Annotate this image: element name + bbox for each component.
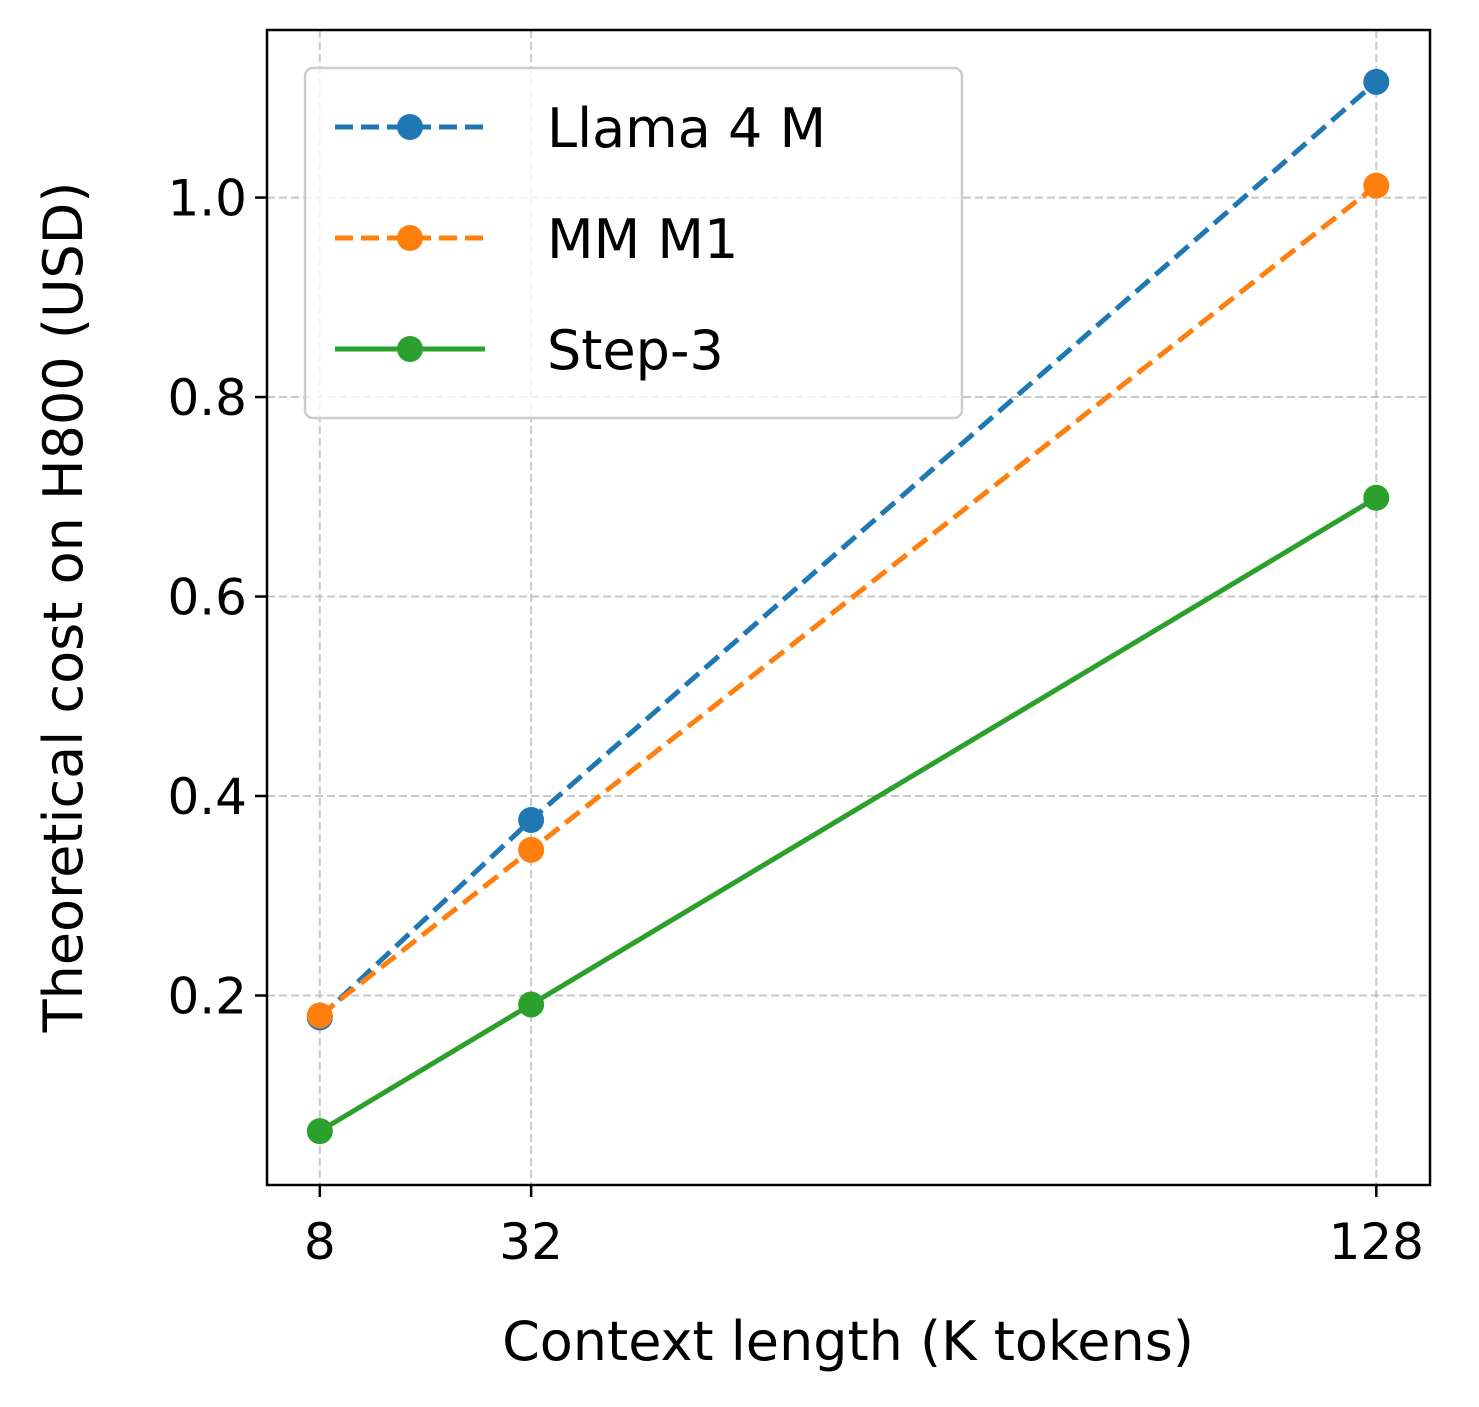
data-point: [1363, 172, 1390, 199]
data-point: [1363, 484, 1390, 511]
y-axis-label: Theoretical cost on H800 (USD): [32, 182, 95, 1034]
x-tick-label: 128: [1329, 1213, 1424, 1271]
series-step-3: [306, 484, 1390, 1145]
data-point: [518, 806, 545, 833]
x-tick-label: 8: [304, 1213, 336, 1271]
x-axis-label: Context length (K tokens): [502, 1310, 1194, 1373]
legend-marker: [397, 114, 423, 140]
series-mm-m1: [306, 172, 1390, 1029]
legend-frame: [303, 66, 964, 420]
data-point: [306, 1002, 333, 1029]
y-tick-label: 0.4: [167, 768, 247, 826]
y-tick-label: 1.0: [167, 170, 247, 228]
data-point: [518, 991, 545, 1018]
legend-label: Llama 4 M: [547, 97, 826, 160]
legend: Llama 4 M MM M1 Step-3: [303, 66, 964, 420]
data-point: [1363, 68, 1390, 95]
legend-label: MM M1: [547, 208, 738, 271]
series-line: [318, 495, 1378, 1134]
ticks: 8 32 128 0.2 0.4 0.6 0.8 1.0: [167, 170, 1424, 1271]
series-llama-4-m: [306, 68, 1390, 1031]
y-tick-label: 0.2: [167, 967, 247, 1025]
series-layer: [306, 68, 1390, 1145]
legend-marker: [397, 225, 423, 251]
y-tick-label: 0.8: [167, 369, 247, 427]
data-point: [518, 836, 545, 863]
data-point: [306, 1118, 333, 1145]
plot-frame: [265, 28, 1432, 1187]
x-tick-label: 32: [499, 1213, 563, 1271]
legend-marker: [397, 336, 423, 362]
legend-label: Step-3: [547, 319, 724, 382]
y-tick-label: 0.6: [167, 569, 247, 627]
